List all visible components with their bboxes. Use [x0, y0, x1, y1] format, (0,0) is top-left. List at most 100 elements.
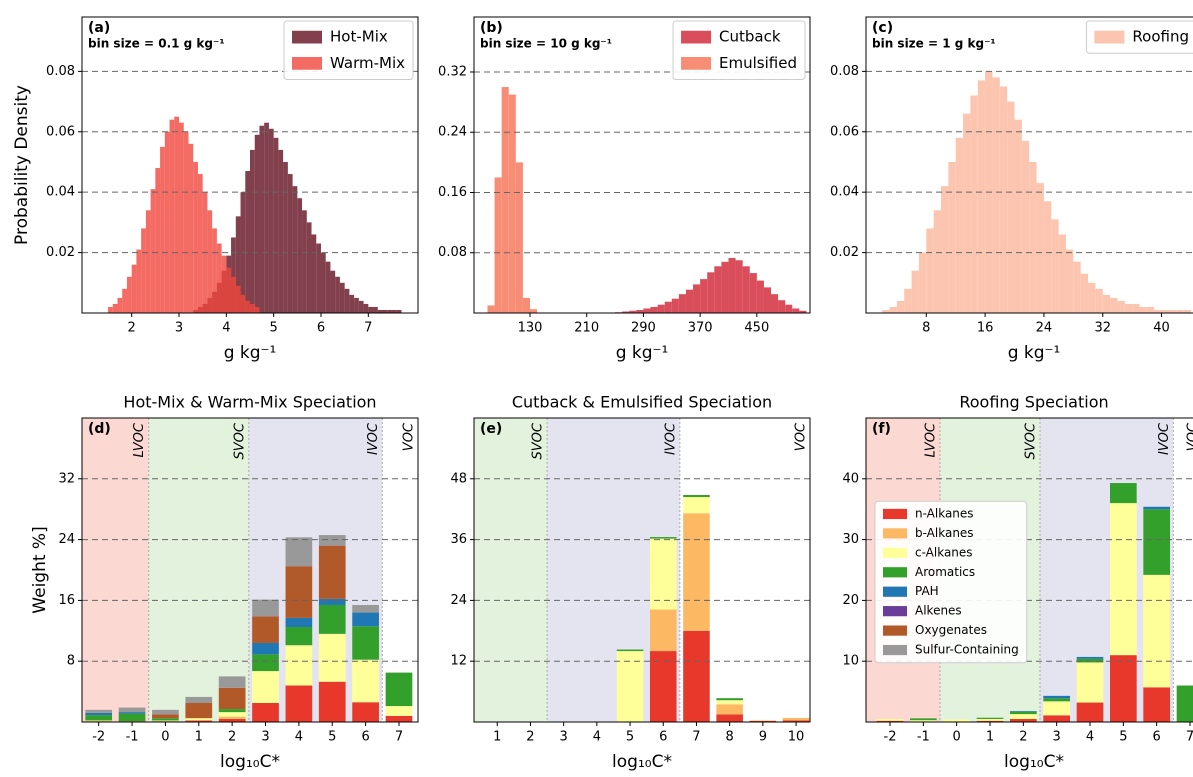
- histogram-bar: [108, 306, 113, 313]
- x-tick-label: -1: [126, 730, 139, 745]
- y-tick-label: 30: [842, 532, 859, 547]
- bar-segment: [1076, 656, 1104, 659]
- histogram-bar: [250, 149, 255, 313]
- legend-swatch: [292, 30, 323, 44]
- axes-frame: [81, 417, 419, 723]
- legend-swatch: [883, 567, 907, 578]
- histogram-bar: [664, 301, 672, 313]
- x-tick-label: 9: [759, 730, 767, 745]
- region-label: SVOC: [531, 422, 546, 459]
- legend-swatch: [883, 586, 907, 597]
- bar-segment: [1176, 685, 1193, 722]
- bar-segment: [683, 495, 710, 498]
- legend-label: n-Alkanes: [915, 506, 974, 520]
- bar-segment: [649, 537, 677, 539]
- bar-segment: [649, 609, 677, 652]
- histogram-bar: [1088, 282, 1096, 313]
- histogram-bar: [268, 128, 274, 313]
- bar-segment: [352, 659, 379, 703]
- histogram-bar: [126, 276, 132, 313]
- bar-segment: [152, 714, 179, 719]
- bar-segment: [218, 676, 246, 688]
- histogram-bar: [164, 131, 170, 313]
- histogram-bar: [245, 171, 250, 313]
- histogram-bar: [1124, 303, 1133, 313]
- x-tick-label: 32: [1094, 321, 1111, 336]
- y-axis-label: Weight %]: [30, 526, 50, 613]
- bar-segment: [152, 709, 179, 715]
- histogram-bar: [1073, 261, 1081, 313]
- histogram-bar: [999, 86, 1008, 313]
- bar-segment: [352, 612, 379, 627]
- x-tick-label: 3: [261, 730, 269, 745]
- histogram-bar: [700, 279, 708, 313]
- y-tick-label: 10: [842, 654, 859, 669]
- histogram-bar: [1161, 309, 1169, 313]
- y-tick-label: 0.08: [46, 64, 75, 79]
- histogram-bar: [358, 300, 364, 313]
- bar-segment: [118, 707, 146, 713]
- histogram-bar: [1110, 297, 1118, 313]
- bar-segment: [1076, 658, 1104, 663]
- histogram-bar: [354, 297, 359, 313]
- bar-segment: [1043, 698, 1070, 702]
- bar-segment: [976, 718, 1004, 721]
- region: [148, 418, 249, 722]
- histogram-bar: [131, 264, 137, 313]
- bar-segment: [683, 497, 710, 514]
- x-tick-label: 6: [361, 730, 369, 745]
- histogram-bar: [179, 122, 184, 313]
- y-tick-label: 0.32: [438, 64, 467, 79]
- bar-segment: [152, 720, 179, 722]
- x-tick-label: 4: [222, 321, 230, 336]
- histogram-bar: [122, 288, 127, 313]
- y-tick-label: 0.24: [438, 125, 467, 140]
- histogram-bar: [197, 174, 203, 313]
- bar-segment: [318, 545, 346, 599]
- histogram-bar: [926, 228, 934, 313]
- x-tick-label: 7: [1186, 730, 1193, 745]
- x-tick-label: 1: [493, 730, 501, 745]
- bar-segment: [185, 703, 213, 719]
- bar-segment: [118, 713, 146, 722]
- bar-segment: [782, 720, 810, 722]
- histogram-bar: [240, 294, 246, 313]
- region-label: LVOC: [924, 422, 939, 457]
- histogram-bar: [693, 284, 701, 313]
- axes-frame: [473, 417, 811, 723]
- histogram-bar: [188, 143, 194, 313]
- histogram-bar: [643, 308, 651, 313]
- x-tick-label: 7: [364, 321, 372, 336]
- legend-box: [874, 500, 1028, 664]
- bar-segment: [285, 645, 313, 686]
- histogram-bar: [1154, 309, 1162, 313]
- axes-frame: [81, 16, 419, 314]
- legend-label: Aromatics: [915, 565, 975, 579]
- x-tick-label: 2: [526, 730, 534, 745]
- histogram-bar: [1102, 294, 1111, 313]
- y-tick-label: 0.06: [46, 124, 75, 139]
- histogram-bar: [1146, 306, 1155, 313]
- bar-segment: [218, 712, 246, 717]
- y-tick-label: 0.04: [46, 185, 75, 200]
- panel-label: (e): [480, 421, 502, 437]
- bar-segment: [285, 537, 313, 567]
- histogram-bar: [1139, 306, 1147, 313]
- y-tick-label: 12: [450, 654, 467, 669]
- histogram-bar: [150, 189, 156, 313]
- histogram-bar: [306, 222, 312, 313]
- y-tick-label: 8: [67, 654, 75, 669]
- bar-segment: [318, 535, 346, 546]
- x-tick-label: 5: [626, 730, 634, 745]
- legend-label: Sulfur-Containing: [915, 643, 1019, 657]
- legend-label: PAH: [915, 584, 939, 598]
- histogram-bar: [155, 168, 161, 313]
- annotation: bin size = 10 g kg⁻¹: [480, 37, 612, 51]
- y-tick-label: 20: [842, 593, 859, 608]
- bar-segment: [352, 604, 379, 613]
- histogram-bar: [494, 177, 502, 313]
- region-label: VOC: [1186, 422, 1193, 451]
- legend-label: Roofing: [1132, 28, 1189, 46]
